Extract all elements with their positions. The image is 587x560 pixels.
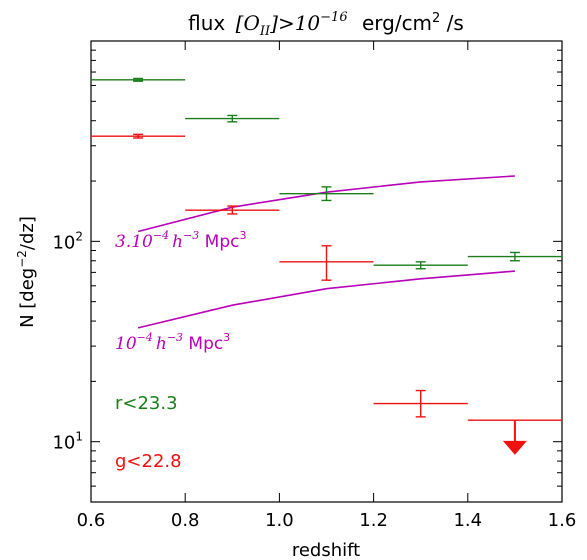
x-tick-label: 1.4 — [453, 510, 482, 531]
data-points — [91, 77, 562, 455]
legend-green-label: r<23.3 — [115, 393, 178, 414]
x-tick-label: 1.6 — [548, 510, 577, 531]
y-tick-label: 102 — [52, 229, 83, 253]
x-tick-label: 0.6 — [77, 510, 106, 531]
x-tick-label: 1.2 — [359, 510, 388, 531]
curve-label-upper: 3.10−4 h−3 Mpc3 — [115, 229, 246, 252]
model-curve-lower — [137, 270, 515, 329]
x-tick-label: 0.8 — [171, 510, 200, 531]
tick-marks — [90, 41, 563, 502]
y-axis-label: N [deg−2/dz] — [15, 216, 38, 328]
legend-red-label: g<22.8 — [115, 451, 182, 472]
y-tick-labels: 101 102 — [52, 229, 83, 453]
model-curve-upper — [137, 175, 515, 233]
x-tick-label: 1.0 — [265, 510, 294, 531]
chart-title: flux [OII]>10−16 erg/cm2 /s — [188, 2, 464, 39]
x-axis-label: redshift — [292, 540, 360, 560]
y-tick-label: 101 — [52, 430, 83, 454]
x-tick-labels: 0.6 0.8 1.0 1.2 1.4 1.6 — [77, 510, 577, 531]
upper-limit-arrow — [502, 440, 527, 455]
plot-frame — [90, 40, 563, 503]
curve-label-lower: 10−4 h−3 Mpc3 — [115, 331, 230, 354]
